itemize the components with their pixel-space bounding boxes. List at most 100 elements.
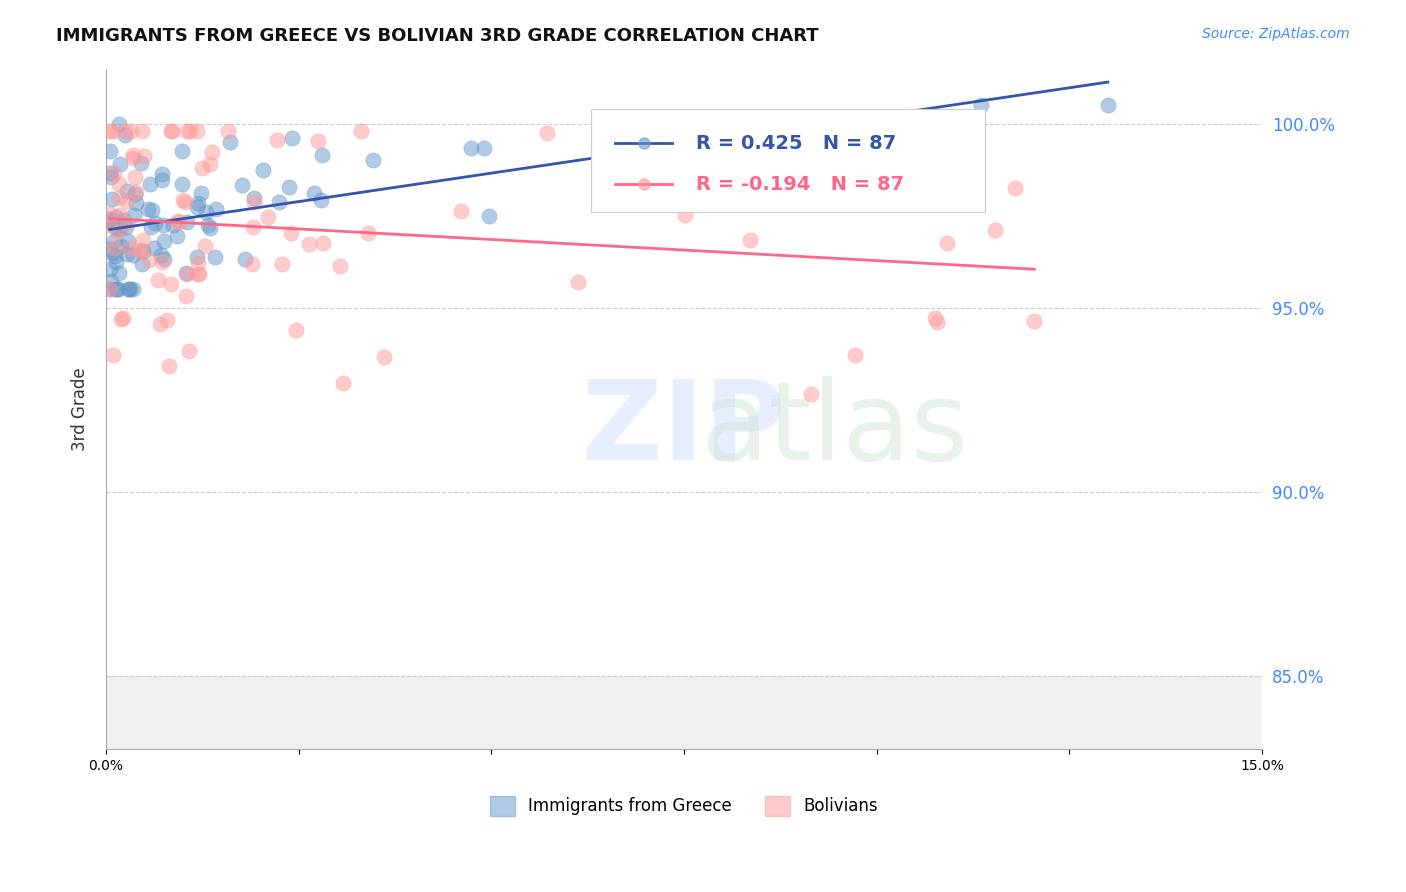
Point: [98, 166, 121, 180]
Point: [150, 172, 173, 186]
Point: [98, 145, 121, 159]
Point: [166, 214, 188, 228]
Point: [242, 194, 264, 209]
Point: [357, 227, 380, 241]
Text: Source: ZipAtlas.com: Source: ZipAtlas.com: [1202, 27, 1350, 41]
Point: [103, 219, 125, 233]
Point: [219, 136, 242, 150]
Point: [311, 193, 333, 207]
Point: [740, 233, 762, 247]
Point: [141, 203, 163, 218]
Point: [98, 207, 121, 221]
Point: [150, 248, 173, 262]
Point: [98, 211, 121, 226]
Point: [984, 223, 1007, 237]
Point: [115, 184, 138, 198]
Point: [114, 124, 136, 138]
Point: [120, 282, 142, 296]
Point: [104, 249, 127, 263]
Point: [298, 237, 321, 252]
Point: [103, 124, 125, 138]
Point: [105, 211, 128, 225]
Point: [103, 166, 125, 180]
Point: [198, 157, 221, 171]
Point: [187, 255, 209, 269]
Point: [190, 186, 212, 201]
Point: [107, 117, 129, 131]
Point: [138, 252, 160, 267]
Point: [198, 221, 221, 235]
Point: [311, 148, 333, 162]
Point: [201, 145, 224, 159]
Point: [122, 208, 145, 222]
Point: [131, 256, 153, 270]
Point: [204, 250, 226, 264]
Point: [150, 255, 173, 269]
Point: [108, 191, 131, 205]
Point: [682, 184, 704, 198]
Point: [117, 282, 139, 296]
Text: ZIP: ZIP: [582, 376, 786, 483]
Point: [110, 208, 132, 222]
Point: [108, 177, 131, 191]
Point: [150, 167, 173, 181]
Point: [205, 202, 228, 217]
Point: [152, 234, 174, 248]
Point: [100, 274, 122, 288]
Point: [131, 124, 153, 138]
Point: [160, 124, 183, 138]
Point: [121, 151, 143, 165]
FancyBboxPatch shape: [592, 110, 984, 211]
Point: [188, 267, 211, 281]
Point: [373, 351, 395, 365]
Point: [243, 191, 266, 205]
Point: [129, 244, 152, 259]
Point: [176, 124, 198, 138]
Point: [191, 161, 214, 175]
Point: [100, 192, 122, 206]
Point: [924, 311, 946, 326]
Point: [157, 359, 180, 374]
Point: [935, 156, 957, 170]
Point: [166, 229, 188, 244]
Point: [118, 241, 141, 255]
Point: [132, 233, 155, 247]
Point: [176, 267, 198, 281]
Point: [478, 209, 501, 223]
Point: [217, 124, 239, 138]
Point: [129, 243, 152, 257]
Point: [107, 222, 129, 236]
Point: [1004, 181, 1026, 195]
Point: [108, 157, 131, 171]
Point: [98, 282, 121, 296]
Point: [105, 254, 128, 268]
Point: [312, 235, 335, 250]
Point: [121, 147, 143, 161]
Point: [925, 314, 948, 328]
Point: [136, 202, 159, 216]
Point: [134, 149, 156, 163]
Point: [170, 144, 193, 158]
Point: [149, 317, 172, 331]
Point: [98, 242, 121, 256]
Point: [361, 153, 384, 168]
Point: [124, 170, 146, 185]
Text: R = 0.425   N = 87: R = 0.425 N = 87: [696, 134, 896, 153]
Point: [284, 322, 307, 336]
Point: [120, 124, 142, 138]
Point: [100, 169, 122, 184]
Point: [1024, 314, 1046, 328]
Point: [107, 225, 129, 239]
Point: [271, 256, 294, 270]
Point: [332, 376, 354, 391]
Legend: Immigrants from Greece, Bolivians: Immigrants from Greece, Bolivians: [484, 789, 884, 822]
Point: [153, 252, 176, 267]
Point: [115, 247, 138, 261]
Point: [278, 179, 301, 194]
Point: [567, 275, 589, 289]
Point: [176, 215, 198, 229]
Point: [132, 244, 155, 259]
Point: [101, 245, 124, 260]
Point: [111, 311, 134, 326]
Point: [748, 150, 770, 164]
